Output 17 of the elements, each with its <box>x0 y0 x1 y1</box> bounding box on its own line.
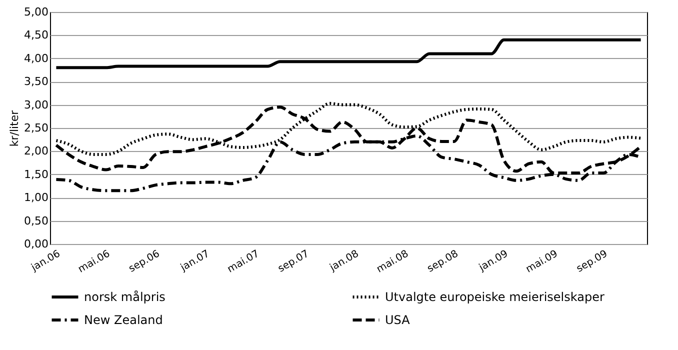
line-series <box>54 38 642 70</box>
y-tick-label: 4,50 <box>24 28 48 42</box>
legend-label: New Zealand <box>84 313 163 327</box>
y-axis-title: kr/liter <box>8 110 22 147</box>
y-tick-label: 2,00 <box>24 144 48 158</box>
y-tick-label: 4,00 <box>24 52 48 65</box>
y-tick-label: 5,00 <box>24 6 48 18</box>
legend-label: USA <box>385 313 411 327</box>
y-tick-label: 3,00 <box>24 98 48 112</box>
y-tick-label: 0,50 <box>24 214 48 228</box>
y-tick-label: 2,50 <box>24 122 48 134</box>
y-tick-label: 3,50 <box>24 75 48 88</box>
y-tick-label: 0,00 <box>24 238 48 250</box>
y-tick-label: 1,50 <box>24 168 48 181</box>
y-tick-label: 1,00 <box>24 191 48 204</box>
legend-label: Utvalgte europeiske meieriselskaper <box>385 290 604 304</box>
legend-label: norsk målpris <box>84 290 166 304</box>
